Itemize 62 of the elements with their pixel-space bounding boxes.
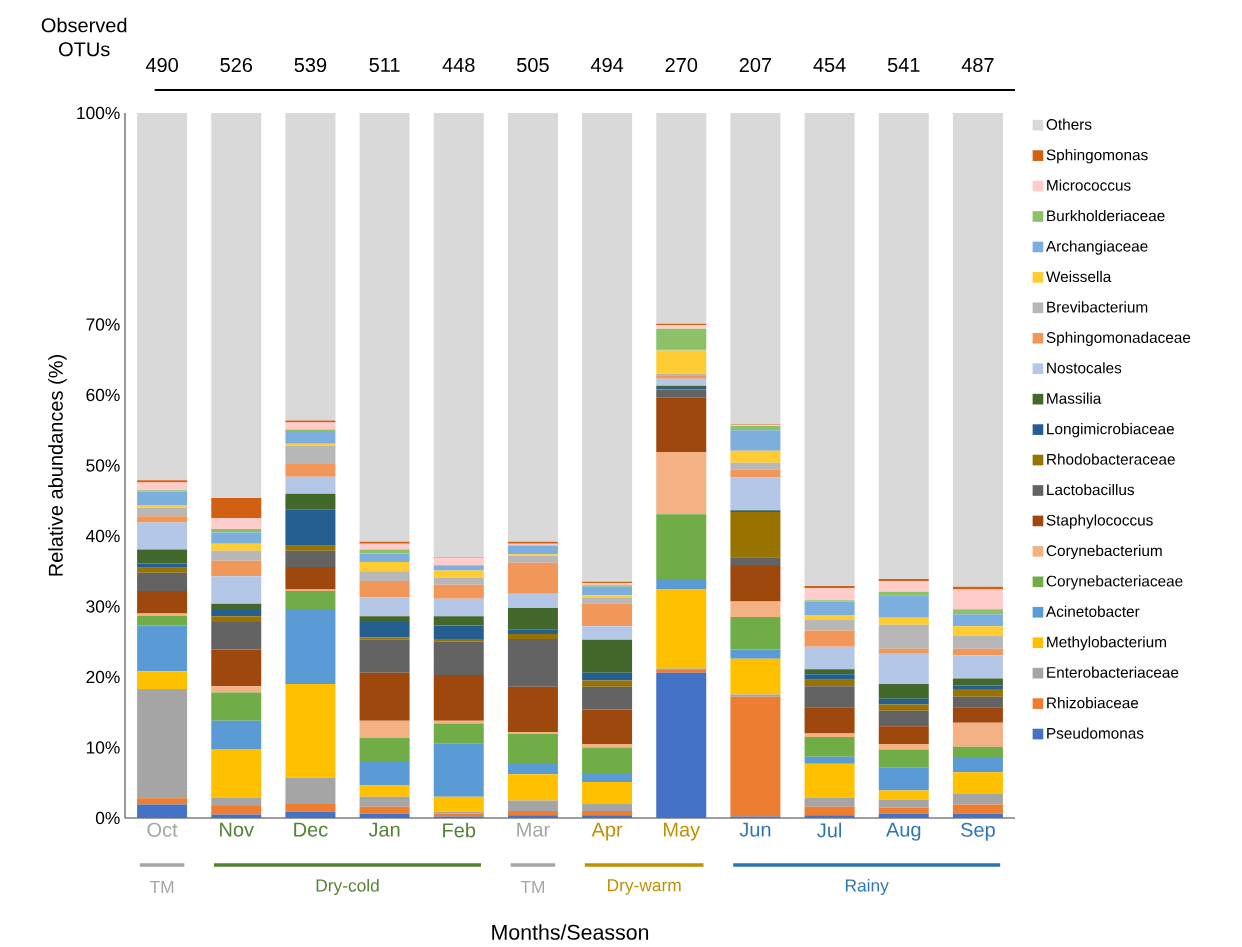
y-tick-label: 10%: [86, 741, 120, 754]
legend-label: Archangiaceae: [1045, 240, 1148, 255]
legend-label: Sphingomonas: [1046, 149, 1148, 164]
legend-label: Methylobacterium: [1047, 636, 1166, 651]
legend-label: Sphingomonadaceae: [1046, 331, 1191, 346]
legend-label: Corynebacteriaceae: [1046, 575, 1183, 590]
text: 490: [145, 57, 178, 73]
x-tick-label: Nov: [220, 822, 254, 837]
text: Dry-cold: [316, 878, 379, 896]
text: 505: [517, 57, 549, 73]
text: 511: [369, 58, 400, 72]
x-tick-label: Jul: [817, 822, 842, 838]
legend-label: Acinetobacter: [1045, 605, 1140, 617]
y-axis-title: Relative abundances (%): [48, 355, 67, 576]
legend-label: Lactobacillus: [1047, 483, 1135, 496]
legend-label: Corynebacterium: [1046, 544, 1162, 560]
x-tick-label: Dec: [294, 822, 328, 837]
y-tick-label: 70%: [86, 318, 120, 331]
x-tick-label: Jun: [739, 822, 771, 837]
text: Observed OTUs: [41, 17, 127, 57]
text: TM: [520, 881, 545, 893]
legend-label: Rhodobacteraceae: [1047, 453, 1175, 465]
y-tick-label: 0%: [95, 811, 120, 825]
y-tick-label: 30%: [86, 600, 120, 613]
y-tick-label: 20%: [86, 670, 120, 684]
legend-label: Nostocales: [1047, 362, 1122, 374]
x-tick-label: Oct: [147, 822, 178, 837]
x-tick-label: Sep: [961, 822, 995, 841]
legend-label: Rhizobiaceae: [1047, 697, 1139, 709]
legend-label: Others: [1046, 118, 1092, 130]
x-tick-label: May: [664, 822, 701, 841]
text: 270: [665, 57, 698, 73]
legend-label: Pseudomonas: [1047, 727, 1144, 739]
x-axis-title: Months/Seasson: [492, 924, 649, 940]
legend-label: Staphylococcus: [1046, 514, 1153, 529]
y-tick-label: 50%: [86, 459, 120, 472]
text: 487: [961, 57, 994, 73]
y-tick-label: 40%: [86, 529, 120, 543]
text: 207: [739, 57, 772, 73]
text: Rainy: [845, 878, 889, 896]
legend-label: Burkholderiaceae: [1047, 209, 1165, 222]
text: 539: [294, 57, 327, 73]
x-tick-label: Feb: [443, 822, 476, 838]
y-tick-label: 100%: [77, 106, 120, 120]
text: Dry-warm: [608, 879, 681, 895]
y-tick-label: 60%: [86, 388, 120, 402]
x-tick-label: Aug: [886, 822, 921, 841]
x-tick-label: Apr: [591, 822, 623, 841]
text: 448: [442, 57, 475, 73]
x-tick-label: Mar: [517, 822, 550, 837]
legend-label: Massilia: [1047, 392, 1102, 404]
legend-label: Weissella: [1046, 270, 1112, 283]
legend-label: Enterobacteriaceae: [1047, 666, 1179, 678]
legend-label: Micrococcus: [1047, 179, 1131, 191]
x-tick-label: Jan: [368, 822, 400, 837]
text: 526: [220, 57, 253, 73]
legend-label: Brevibacterium: [1047, 301, 1148, 313]
text: 454: [813, 58, 846, 72]
legend-label: Longimicrobiaceae: [1047, 423, 1174, 438]
text: 541: [887, 58, 920, 72]
text: TM: [149, 881, 174, 893]
text: 494: [590, 57, 624, 73]
